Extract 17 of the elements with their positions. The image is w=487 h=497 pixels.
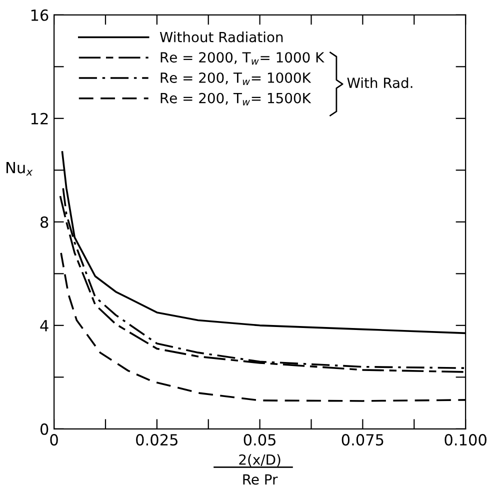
annotation: With Rad. xyxy=(347,77,412,88)
x-tick-label: 0 xyxy=(50,434,58,446)
y-tick-label: 0 xyxy=(40,423,48,435)
legend-label: Re = 2000, T$_{w}$= 1000 K xyxy=(160,52,324,65)
x-tick-label: 0.05 xyxy=(244,434,276,446)
y-tick-label: 16 xyxy=(31,9,48,21)
legend-label: Re = 200, T$_{w}$= 1000K xyxy=(160,72,312,86)
x-axis-title: 2(x/D) Re Pr xyxy=(239,454,280,485)
x-tick-label: 0.025 xyxy=(136,434,178,446)
y-tick-label: 8 xyxy=(40,216,48,228)
y-tick-label: 4 xyxy=(40,320,48,332)
x-tick-label: 0.075 xyxy=(342,434,384,446)
legend-label: Without Radiation xyxy=(160,32,283,42)
y-axis-title: Nu$_{x}$ xyxy=(6,162,33,176)
legend-label: Re = 200, T$_{w}$= 1500K xyxy=(160,92,312,106)
x-tick-label: 0.100 xyxy=(444,434,486,446)
y-tick-label: 12 xyxy=(31,112,48,124)
